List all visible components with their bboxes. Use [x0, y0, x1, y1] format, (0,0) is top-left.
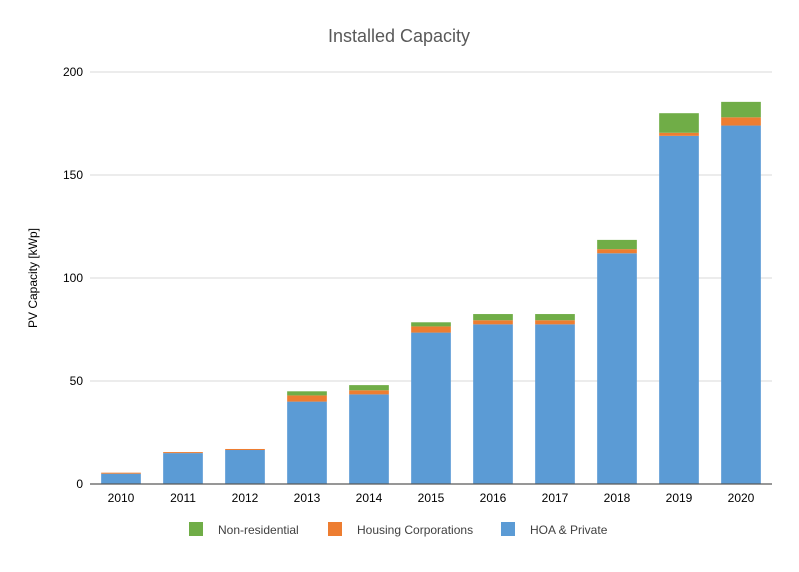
bar-non-residential-2017 — [535, 314, 575, 321]
bar-housing-corporations-2017 — [535, 320, 575, 325]
x-tick-label: 2018 — [604, 491, 631, 505]
bar-hoa-private-2016 — [473, 324, 513, 484]
bar-hoa-private-2020 — [721, 125, 761, 484]
bar-non-residential-2016 — [473, 314, 513, 321]
y-tick-label: 50 — [70, 374, 84, 388]
legend-label: Housing Corporations — [357, 523, 473, 537]
legend-label: Non-residential — [218, 523, 299, 537]
bar-non-residential-2020 — [721, 101, 761, 118]
bar-housing-corporations-2011 — [163, 452, 203, 454]
x-tick-label: 2015 — [418, 491, 445, 505]
bar-non-residential-2015 — [411, 322, 451, 327]
legend: Non-residential Housing Corporations HOA &… — [189, 522, 608, 537]
legend-swatch — [501, 522, 515, 536]
bar-non-residential-2018 — [597, 239, 637, 250]
y-tick-label: 100 — [63, 271, 83, 285]
bar-hoa-private-2014 — [349, 394, 389, 484]
bar-housing-corporations-2014 — [349, 390, 389, 395]
x-tick-label: 2017 — [542, 491, 569, 505]
x-tick-label: 2019 — [666, 491, 693, 505]
bar-housing-corporations-2019 — [659, 132, 699, 136]
legend-swatch — [328, 522, 342, 536]
bar-non-residential-2013 — [287, 391, 327, 396]
bar-hoa-private-2013 — [287, 401, 327, 484]
bar-non-residential-2014 — [349, 385, 389, 391]
y-tick-label: 150 — [63, 168, 83, 182]
bar-housing-corporations-2013 — [287, 395, 327, 402]
bar-hoa-private-2011 — [163, 453, 203, 484]
x-tick-label: 2013 — [294, 491, 321, 505]
y-axis-title: PV Capacity [kWp] — [26, 228, 40, 328]
y-axis-ticks: 0 50 100 150 200 — [63, 65, 83, 491]
x-tick-label: 2010 — [108, 491, 135, 505]
y-tick-label: 0 — [76, 477, 83, 491]
x-axis-ticks: 2010 2011 2012 2013 2014 2015 2016 2017 2018 2019… — [108, 491, 755, 505]
x-tick-label: 2012 — [232, 491, 259, 505]
legend-label: HOA & Private — [530, 523, 608, 537]
bar-hoa-private-2019 — [659, 135, 699, 485]
x-tick-label: 2016 — [480, 491, 507, 505]
bar-housing-corporations-2018 — [597, 249, 637, 254]
bar-housing-corporations-2015 — [411, 326, 451, 333]
y-tick-label: 200 — [63, 65, 83, 79]
bar-hoa-private-2015 — [411, 332, 451, 484]
bar-housing-corporations-2016 — [473, 320, 513, 325]
bar-housing-corporations-2020 — [721, 117, 761, 126]
chart-title: Installed Capacity — [328, 26, 470, 46]
bar-hoa-private-2012 — [225, 450, 265, 484]
x-tick-label: 2014 — [356, 491, 383, 505]
x-tick-label: 2020 — [728, 491, 755, 505]
bar-non-residential-2019 — [659, 113, 699, 133]
legend-swatch — [189, 522, 203, 536]
x-tick-label: 2011 — [170, 491, 196, 505]
bar-housing-corporations-2012 — [225, 448, 265, 451]
bar-housing-corporations-2010 — [101, 472, 141, 474]
bar-hoa-private-2018 — [597, 253, 637, 484]
bar-hoa-private-2010 — [101, 473, 141, 484]
bar-hoa-private-2017 — [535, 324, 575, 484]
bars — [101, 101, 761, 485]
